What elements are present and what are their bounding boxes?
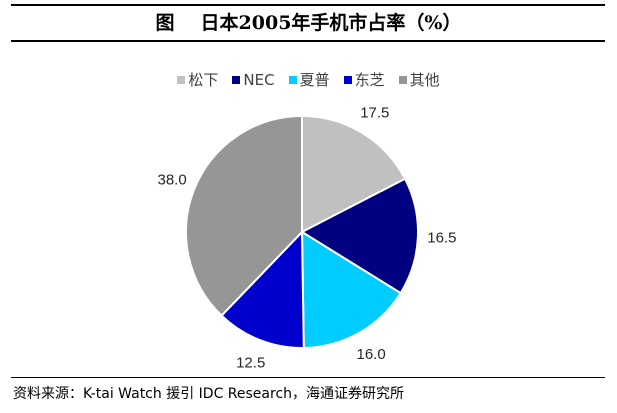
legend-swatch-others: [398, 75, 407, 84]
legend-label-others: 其他: [409, 71, 440, 89]
legend-swatch-toshiba: [343, 75, 352, 84]
legend-item-nec: NEC: [232, 70, 275, 89]
data-label-toshiba: 12.5: [236, 354, 265, 371]
title-rule: [11, 40, 605, 42]
legend-swatch-nec: [232, 75, 241, 84]
chart-title: 图 日本2005年手机市占率（%）: [0, 9, 617, 37]
figure-label: 图: [155, 12, 175, 34]
top-rule: [11, 4, 605, 6]
legend-item-toshiba: 东芝: [343, 69, 385, 90]
legend-swatch-sharp: [288, 75, 297, 84]
legend-item-others: 其他: [398, 69, 440, 90]
pie-slice-nec: [301, 177, 419, 295]
data-label-sharp: 16.0: [356, 346, 385, 363]
data-label-others: 38.0: [157, 172, 186, 189]
data-label-panasonic: 17.5: [360, 104, 389, 121]
legend-item-sharp: 夏普: [288, 69, 330, 90]
legend-label-panasonic: 松下: [188, 71, 219, 89]
data-labels: 17.5 16.5 16.0 12.5 38.0: [157, 104, 456, 371]
pie-slice-sharp: [301, 231, 402, 349]
bottom-rule: [11, 377, 605, 378]
pie-slices: [185, 115, 419, 349]
title-text: 日本2005年手机市占率（%）: [200, 12, 462, 34]
legend-label-nec: NEC: [243, 70, 275, 89]
pie-slice-others: [185, 115, 303, 317]
data-label-nec: 16.5: [427, 230, 456, 247]
source-note: 资料来源：K-tai Watch 援引 IDC Research，海通证券研究所: [13, 386, 405, 402]
legend-label-sharp: 夏普: [299, 71, 330, 89]
legend: 松下 NEC 夏普 东芝 其他: [0, 69, 617, 90]
legend-item-panasonic: 松下: [177, 69, 218, 90]
legend-swatch-panasonic: [177, 75, 186, 84]
pie-slice-toshiba: [220, 231, 305, 349]
pie-slice-panasonic: [301, 115, 407, 233]
legend-label-toshiba: 东芝: [354, 71, 385, 89]
